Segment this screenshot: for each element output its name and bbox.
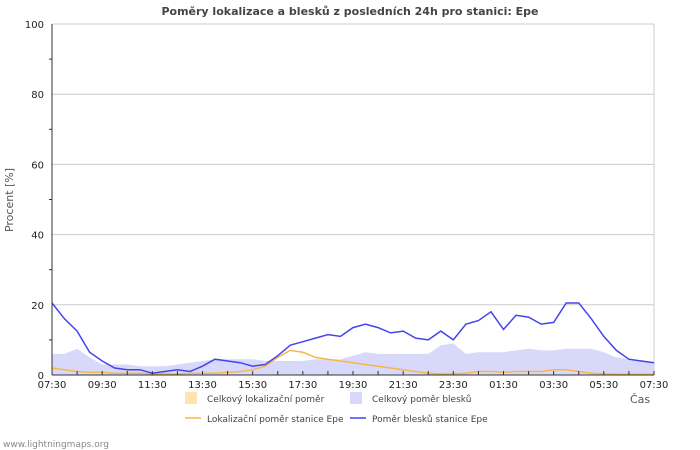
legend-swatch-0 xyxy=(185,392,197,404)
legend-label-3: Poměr blesků stanice Epe xyxy=(372,414,488,425)
legend-label-2: Lokalizační poměr stanice Epe xyxy=(207,414,344,425)
x-tick-label: 11:30 xyxy=(138,380,167,391)
x-tick-label: 07:30 xyxy=(640,380,669,391)
x-tick-label: 23:30 xyxy=(439,380,468,391)
x-axis-label: Čas xyxy=(630,393,650,406)
legend-label-0: Celkový lokalizační poměr xyxy=(207,394,325,405)
x-tick-label: 15:30 xyxy=(238,380,267,391)
legend-swatch-1 xyxy=(350,392,362,404)
footer-source: www.lightningmaps.org xyxy=(3,440,109,450)
x-tick-label: 21:30 xyxy=(389,380,418,391)
legend-label-1: Celkový poměr blesků xyxy=(372,394,471,405)
y-tick-label: 80 xyxy=(31,90,44,101)
y-tick-label: 40 xyxy=(31,231,44,242)
x-tick-label: 17:30 xyxy=(288,380,317,391)
y-tick-label: 0 xyxy=(38,371,44,382)
x-tick-label: 07:30 xyxy=(38,380,67,391)
y-tick-label: 100 xyxy=(25,20,44,31)
chart-title: Poměry lokalizace a blesků z posledních … xyxy=(161,5,538,18)
y-tick-label: 60 xyxy=(31,160,44,171)
x-tick-label: 19:30 xyxy=(339,380,368,391)
x-tick-label: 09:30 xyxy=(88,380,117,391)
x-tick-label: 13:30 xyxy=(188,380,217,391)
y-axis-label: Procent [%] xyxy=(3,168,16,232)
x-tick-label: 03:30 xyxy=(539,380,568,391)
x-tick-label: 01:30 xyxy=(489,380,518,391)
x-tick-label: 05:30 xyxy=(589,380,618,391)
y-tick-label: 20 xyxy=(31,301,44,312)
series-area-1 xyxy=(52,343,654,375)
